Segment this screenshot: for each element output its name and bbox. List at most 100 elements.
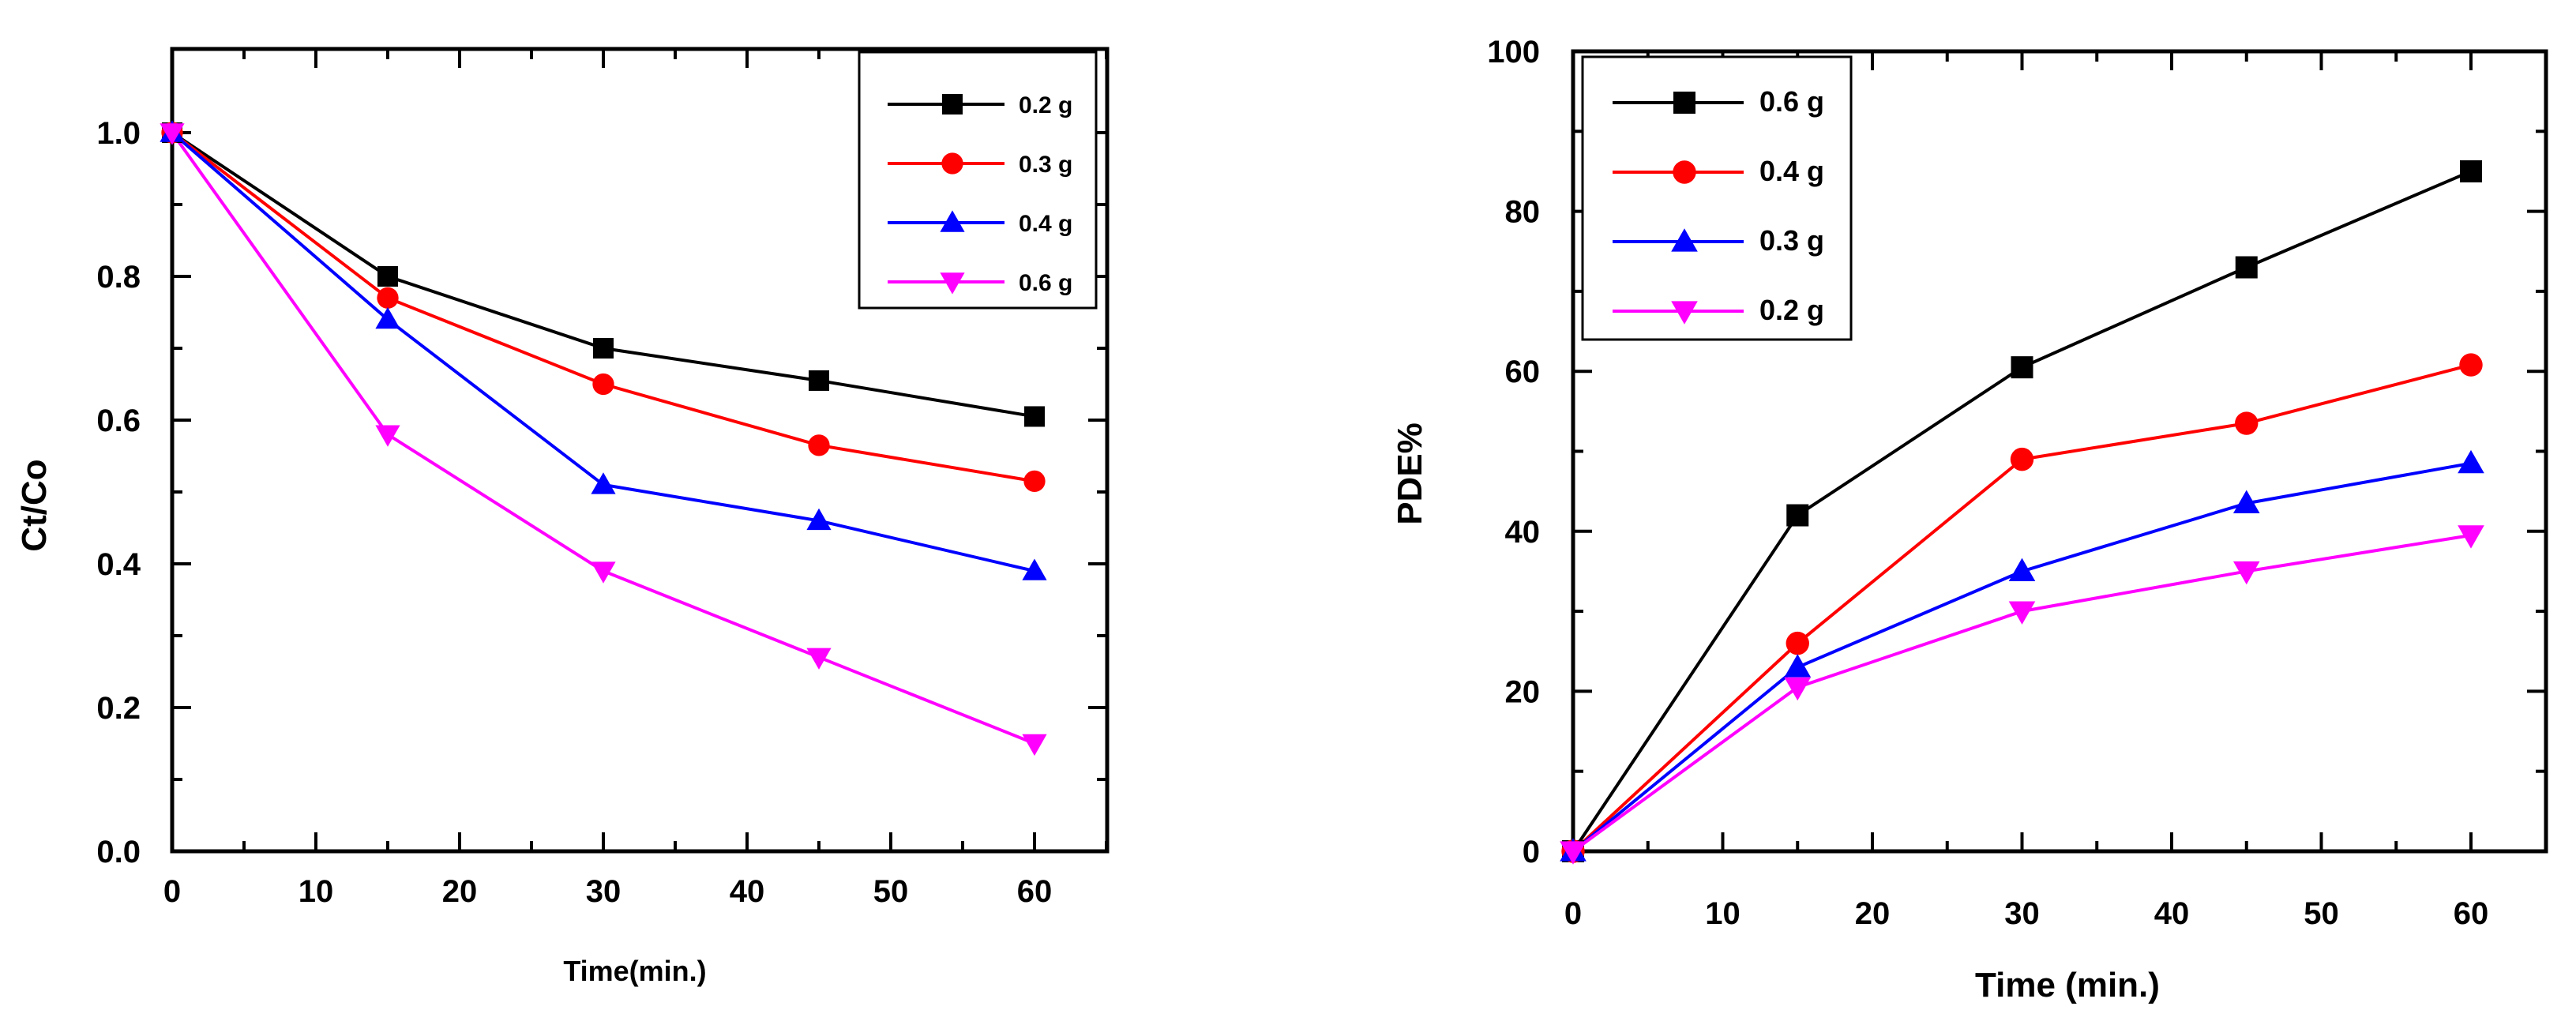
data-point <box>592 373 614 396</box>
y-tick-label: 0.0 <box>96 835 141 869</box>
y-tick-label: 20 <box>1505 674 1541 709</box>
data-point <box>377 266 398 287</box>
y-tick-label: 0.6 <box>96 404 141 438</box>
x-axis-title-a: Time(min.) <box>563 955 706 987</box>
y-tick-label: 0.8 <box>96 260 141 295</box>
legend-item: 0.6 g <box>1613 85 1824 118</box>
data-point <box>1560 841 1587 865</box>
data-point <box>2008 601 2036 625</box>
legend-item: 0.3 g <box>888 152 1072 178</box>
legend-item: 0.2 g <box>888 92 1072 118</box>
legend-marker <box>941 152 963 175</box>
data-point <box>591 561 616 584</box>
x-tick-label: 10 <box>299 874 334 909</box>
y-tick-label: 60 <box>1505 355 1541 389</box>
legend-a: 0.2 g 0.3 g 0.4 g 0.6 g <box>858 51 1098 310</box>
legend-label: 0.6 g <box>1759 85 1824 118</box>
legend-marker <box>942 94 963 115</box>
x-tick-label: 60 <box>2454 896 2489 931</box>
data-point <box>1024 406 1045 427</box>
y-axis-title-a: Ct/Co <box>15 459 54 551</box>
legend-marker <box>1673 160 1696 184</box>
x-tick-label: 40 <box>2154 896 2190 931</box>
legend-b: 0.6 g 0.4 g 0.3 g 0.2 g <box>1581 55 1853 341</box>
legend-marker <box>940 210 965 232</box>
legend-item: 0.2 g <box>1613 294 1824 326</box>
data-point <box>591 472 616 494</box>
legend-label: 0.2 g <box>1019 92 1072 118</box>
legend-box-a <box>858 51 1098 310</box>
legend-item: 0.4 g <box>1613 155 1824 187</box>
legend-item: 0.6 g <box>888 270 1072 296</box>
chart-pde: 0 10 20 30 40 50 60 0 20 40 60 80 100 Time (min.) PD… <box>1391 35 2548 1004</box>
data-point <box>375 425 400 447</box>
y-tick-label: 0.4 <box>96 547 141 582</box>
y-tick-label: 100 <box>1487 35 1540 69</box>
legend-marker <box>1671 228 1698 252</box>
x-tick-label: 20 <box>1855 896 1891 931</box>
data-point <box>2008 558 2036 582</box>
x-tick-label: 50 <box>2304 896 2339 931</box>
legend-item: 0.4 g <box>888 210 1072 237</box>
x-tick-label: 50 <box>873 874 909 909</box>
data-point <box>806 648 832 670</box>
data-point <box>1784 677 1812 701</box>
chart-ct-co: 0 10 20 30 40 50 60 0.0 0.2 0.4 0.6 0.8 1.0 Time(min… <box>15 47 1110 987</box>
legend-label: 0.3 g <box>1019 152 1072 178</box>
data-point <box>1784 654 1812 678</box>
x-tick-label: 0 <box>163 874 181 909</box>
y-tick-label: 40 <box>1505 515 1541 550</box>
data-point <box>1786 504 1809 527</box>
data-point <box>2011 356 2033 379</box>
x-tick-label: 20 <box>442 874 478 909</box>
legend-label: 0.3 g <box>1759 224 1824 257</box>
data-point <box>1786 631 1809 655</box>
x-tick-label: 0 <box>1564 896 1582 931</box>
data-point <box>2232 490 2260 513</box>
y-axis-title-b: PDE% <box>1391 422 1429 525</box>
data-point <box>160 123 185 145</box>
legend-label: 0.6 g <box>1019 270 1072 296</box>
x-tick-label: 10 <box>1705 896 1740 931</box>
x-tick-label: 40 <box>730 874 765 909</box>
y-tick-label: 80 <box>1505 195 1541 230</box>
data-point <box>2235 411 2259 435</box>
x-tick-label: 30 <box>2004 896 2040 931</box>
data-point <box>375 307 400 329</box>
x-tick-label: 30 <box>586 874 621 909</box>
y-tick-label: 0.2 <box>96 691 141 726</box>
data-point <box>2460 160 2482 182</box>
data-point <box>2458 525 2484 549</box>
data-point <box>1023 470 1046 492</box>
y-tick-label: 0 <box>1523 835 1540 869</box>
data-point <box>1022 734 1047 757</box>
legend-marker <box>1673 92 1695 114</box>
data-point <box>1022 558 1047 580</box>
series-line <box>1572 461 2472 853</box>
data-point <box>808 434 830 456</box>
series-markers-b <box>1560 160 2484 865</box>
data-point <box>2010 447 2034 471</box>
legend-label: 0.4 g <box>1019 211 1072 237</box>
x-axis-title-b: Time (min.) <box>1975 966 2160 1004</box>
legend-label: 0.2 g <box>1759 294 1824 326</box>
data-point <box>2232 561 2260 585</box>
data-point <box>2458 449 2484 474</box>
data-point <box>806 508 832 531</box>
plot-frame-a <box>170 47 1110 854</box>
legend-item: 0.3 g <box>1613 224 1824 257</box>
data-point <box>377 287 399 309</box>
data-point <box>809 370 829 391</box>
series-markers-a <box>160 120 1047 757</box>
x-tick-label: 60 <box>1017 874 1053 909</box>
data-point <box>2235 256 2258 279</box>
legend-marker <box>940 272 965 295</box>
legend-marker <box>1671 301 1698 325</box>
data-point <box>2459 353 2483 377</box>
legend-label: 0.4 g <box>1759 155 1824 187</box>
data-point <box>593 338 614 359</box>
series-line <box>1572 533 2472 853</box>
axis-ticks-b: 0 10 20 30 40 50 60 0 20 40 60 80 100 <box>1487 35 2546 931</box>
y-tick-label: 1.0 <box>96 116 141 151</box>
